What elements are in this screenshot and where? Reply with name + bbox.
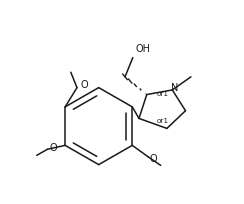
Text: OH: OH (135, 44, 150, 54)
Text: or1: or1 (157, 118, 169, 124)
Text: or1: or1 (157, 91, 169, 97)
Text: N: N (171, 83, 178, 93)
Text: O: O (49, 143, 57, 153)
Text: O: O (81, 80, 89, 90)
Text: O: O (149, 154, 157, 164)
